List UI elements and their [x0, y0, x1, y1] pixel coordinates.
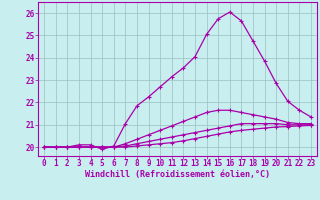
X-axis label: Windchill (Refroidissement éolien,°C): Windchill (Refroidissement éolien,°C) [85, 170, 270, 179]
